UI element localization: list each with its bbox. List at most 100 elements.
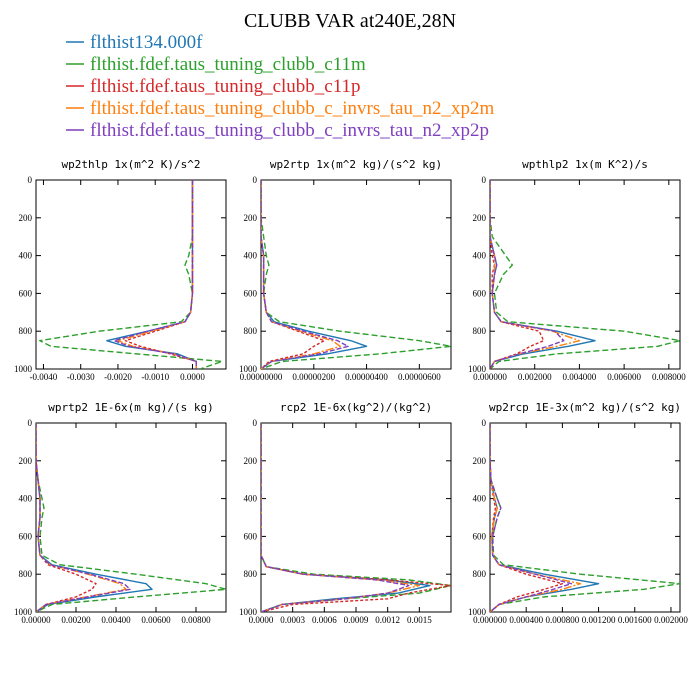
panel-3: wpthlp2 1x(m K^2)/s020040060080010000.00… bbox=[468, 158, 686, 382]
x-tick-label: 0.004000 bbox=[563, 372, 597, 382]
x-tick-label: 0.000000 bbox=[473, 372, 507, 382]
x-tick-label: 0.0006 bbox=[312, 615, 337, 625]
series-group bbox=[490, 423, 680, 612]
y-tick-label: 600 bbox=[473, 531, 487, 541]
legend-label: flthist.fdef.taus_tuning_clubb_c11p bbox=[90, 76, 361, 97]
y-tick-label: 200 bbox=[473, 456, 487, 466]
x-tick-label: 0.001200 bbox=[582, 615, 616, 625]
y-tick-label: 600 bbox=[473, 288, 487, 298]
x-tick-label: -0.0040 bbox=[30, 372, 58, 382]
series-line-1 bbox=[36, 423, 153, 612]
x-tick-label: 0.00000600 bbox=[398, 372, 441, 382]
series-line-2 bbox=[490, 180, 680, 369]
series-line-1 bbox=[490, 423, 600, 612]
legend-entry: flthist.fdef.taus_tuning_clubb_c_invrs_t… bbox=[66, 120, 489, 141]
series-line-3 bbox=[124, 180, 197, 369]
series-line-1 bbox=[261, 180, 368, 369]
y-tick-label: 800 bbox=[244, 569, 258, 579]
x-tick-label: 0.002000 bbox=[518, 372, 552, 382]
series-line-5 bbox=[490, 180, 565, 369]
panel-title: rcp2 1E-6x(kg^2)/(kg^2) bbox=[280, 401, 432, 414]
series-line-3 bbox=[36, 423, 97, 612]
panel-1: wp2thlp 1x(m^2 K)/s^202004006008001000-0… bbox=[14, 158, 227, 382]
y-tick-label: 400 bbox=[473, 251, 487, 261]
legend: flthist134.000f flthist.fdef.taus_tuning_… bbox=[66, 32, 494, 141]
x-tick-label: 0.00000200 bbox=[292, 372, 335, 382]
series-line-4 bbox=[490, 423, 582, 612]
y-tick-label: 0 bbox=[28, 418, 33, 428]
x-tick-label: -0.0010 bbox=[141, 372, 169, 382]
series-line-4 bbox=[36, 423, 127, 612]
y-tick-label: 800 bbox=[244, 326, 258, 336]
series-line-5 bbox=[261, 180, 349, 369]
panel-6: wp2rcp 1E-3x(m^2 kg)/(s^2 kg)0 200 400 600 8… bbox=[468, 401, 688, 625]
series-line-4 bbox=[261, 180, 341, 369]
legend-entry: flthist.fdef.taus_tuning_clubb_c_invrs_t… bbox=[66, 98, 494, 119]
series-line-3 bbox=[261, 423, 451, 612]
x-tick-label: 0.001600 bbox=[618, 615, 652, 625]
series-line-2 bbox=[36, 423, 226, 612]
series-group bbox=[261, 423, 451, 612]
x-tick-label: 0.002000 bbox=[654, 615, 688, 625]
y-tick-label: 600 bbox=[19, 531, 33, 541]
plot-frame bbox=[489, 422, 681, 613]
x-tick-label: 0.0003 bbox=[280, 615, 305, 625]
y-tick-label: 1000 bbox=[468, 364, 487, 374]
y-tick-label: 1000 bbox=[239, 607, 258, 617]
y-tick-label: 400 bbox=[473, 494, 487, 504]
series-group bbox=[490, 180, 680, 369]
series-line-5 bbox=[261, 423, 410, 612]
series-line-2 bbox=[261, 423, 451, 612]
y-tick-label: 800 bbox=[19, 326, 33, 336]
y-tick-label: 400 bbox=[244, 494, 258, 504]
x-tick-label: 0.00000000 bbox=[240, 372, 283, 382]
y-tick-label: 400 bbox=[244, 251, 258, 261]
x-tick-label: 0.0015 bbox=[407, 615, 432, 625]
x-tick-label: 0.0012 bbox=[375, 615, 400, 625]
y-tick-label: 200 bbox=[473, 213, 487, 223]
y-tick-label: 800 bbox=[473, 326, 487, 336]
x-tick-label: 0.0000 bbox=[249, 615, 274, 625]
legend-entry: flthist.fdef.taus_tuning_clubb_c11p bbox=[66, 76, 361, 97]
y-tick-label: 600 bbox=[19, 288, 33, 298]
y-tick-label: 0 bbox=[482, 175, 487, 185]
panel-title: wp2rcp 1E-3x(m^2 kg)/(s^2 kg) bbox=[489, 401, 681, 414]
x-tick-label: -0.0020 bbox=[104, 372, 132, 382]
series-line-2 bbox=[261, 180, 451, 369]
y-tick-label: 200 bbox=[19, 213, 33, 223]
x-tick-label: 0.00000 bbox=[21, 615, 51, 625]
series-line-2 bbox=[39, 180, 223, 369]
x-tick-label: 0.008000 bbox=[652, 372, 686, 382]
panel-title: wp2rtp 1x(m^2 kg)/(s^2 kg) bbox=[270, 158, 442, 171]
plot-frame bbox=[35, 179, 227, 370]
y-tick-label: 0 bbox=[253, 418, 258, 428]
panel-4: wprtp2 1E-6x(m kg)/(s kg) 0 200 400 600 800 10… bbox=[14, 401, 227, 625]
x-tick-label: -0.0030 bbox=[67, 372, 95, 382]
y-tick-label: 0 bbox=[28, 175, 33, 185]
y-tick-label: 600 bbox=[244, 288, 258, 298]
series-line-3 bbox=[490, 423, 564, 612]
series-line-5 bbox=[36, 423, 131, 612]
y-tick-label: 200 bbox=[244, 213, 258, 223]
x-tick-label: 0.0000 bbox=[180, 372, 205, 382]
panel-title: wprtp2 1E-6x(m kg)/(s kg) bbox=[48, 401, 214, 414]
legend-label: flthist134.000f bbox=[90, 32, 203, 53]
x-tick-label: 0.00800 bbox=[181, 615, 211, 625]
series-group bbox=[36, 423, 226, 612]
x-tick-label: 0.00600 bbox=[141, 615, 171, 625]
x-tick-label: 0.000800 bbox=[546, 615, 580, 625]
series-line-4 bbox=[117, 180, 197, 369]
series-group bbox=[39, 180, 223, 369]
figure-title: CLUBB VAR at240E,28N bbox=[244, 10, 456, 32]
panel-title: wp2thlp 1x(m^2 K)/s^2 bbox=[61, 158, 200, 171]
series-line-5 bbox=[490, 423, 573, 612]
series-line-3 bbox=[490, 180, 545, 369]
plot-frame bbox=[489, 179, 681, 370]
series-line-2 bbox=[490, 423, 680, 612]
plot-frame bbox=[35, 422, 227, 613]
x-tick-label: 0.000000 bbox=[473, 615, 507, 625]
series-line-4 bbox=[490, 180, 581, 369]
x-tick-label: 0.006000 bbox=[607, 372, 641, 382]
y-tick-label: 600 bbox=[244, 531, 258, 541]
